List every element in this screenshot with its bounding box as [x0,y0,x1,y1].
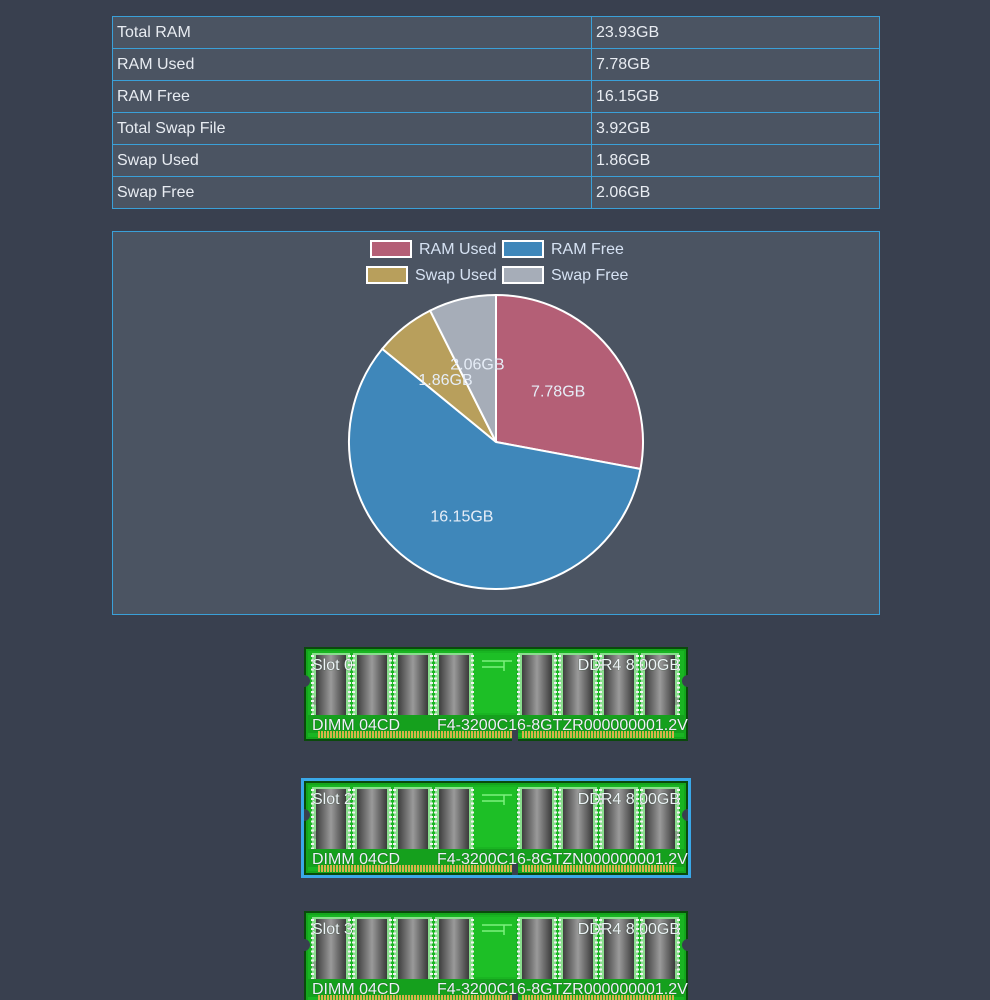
module-type-size: DDR4 8.00GB [577,921,680,938]
legend-swatch[interactable] [502,266,544,284]
ram-stick-graphic [304,647,688,741]
legend-label[interactable]: Swap Used [415,267,497,284]
module-form-factor: DIMM 04CD [312,717,401,734]
table-row: RAM Free 16.15GB [112,80,880,113]
pie-slice[interactable] [348,347,642,590]
pie-slice-label: 1.86GB [418,372,472,389]
memory-pie-chart-panel: RAM Used RAM Free Swap Used Swap Free 7.78G… [112,231,880,615]
pie-slice-label: 7.78GB [531,383,585,400]
table-row: Total RAM 23.93GB [112,16,880,49]
pie-slice-label: 16.15GB [430,508,493,525]
module-form-factor: DIMM 04CD [312,851,401,868]
ram-stick-graphic [304,781,688,875]
module-part-number: F4-3200C16-8GTZR000000001.2V [437,717,688,734]
table-row: Swap Free 2.06GB [112,176,880,209]
legend-swatch[interactable] [366,266,408,284]
legend-label[interactable]: RAM Free [551,241,624,258]
ram-module-0[interactable]: Slot 0 DDR4 8.00GB DIMM 04CD F4-3200C16-8GT… [304,647,688,741]
module-type-size: DDR4 8.00GB [577,657,680,674]
memory-pie-chart: RAM Used RAM Free Swap Used Swap Free 7.78G… [348,240,644,590]
module-part-number: F4-3200C16-8GTZR000000001.2V [437,981,688,998]
module-form-factor: DIMM 04CD [312,981,401,998]
legend-label[interactable]: Swap Free [551,267,628,284]
row-value: 1.86GB [591,144,880,177]
pie-slices [348,293,644,590]
legend-swatch[interactable] [370,240,412,258]
legend-swatch[interactable] [502,240,544,258]
chart-legend: RAM Used RAM Free Swap Used Swap Free [366,240,628,284]
pie-slice[interactable] [495,293,644,471]
legend-label[interactable]: RAM Used [419,241,496,258]
row-value: 16.15GB [591,80,880,113]
row-label: Total Swap File [112,112,592,145]
row-label: RAM Free [112,80,592,113]
row-label: Swap Free [112,176,592,209]
module-slot-label: Slot 2 [312,791,353,808]
pie-slice[interactable] [428,293,497,443]
row-value: 3.92GB [591,112,880,145]
table-row: Total Swap File 3.92GB [112,112,880,145]
ram-stick-graphic [304,911,688,1000]
module-type-size: DDR4 8.00GB [577,791,680,808]
table-row: Swap Used 1.86GB [112,144,880,177]
table-row: RAM Used 7.78GB [112,48,880,81]
ram-module-2[interactable]: Slot 3 DDR4 8.00GB DIMM 04CD F4-3200C16-8GT… [304,911,688,1000]
module-slot-label: Slot 3 [312,921,353,938]
ram-module-1[interactable]: Slot 2 DDR4 8.00GB DIMM 04CD F4-3200C16-8GT… [301,778,691,878]
module-part-number: F4-3200C16-8GTZN000000001.2V [437,851,688,868]
pie-slice-label: 2.06GB [450,356,504,373]
module-slot-label: Slot 0 [312,657,353,674]
row-value: 7.78GB [591,48,880,81]
row-value: 23.93GB [591,16,880,49]
row-label: RAM Used [112,48,592,81]
memory-summary-table: Total RAM 23.93GB RAM Used 7.78GB RAM Fr… [112,16,880,209]
row-value: 2.06GB [591,176,880,209]
row-label: Total RAM [112,16,592,49]
row-label: Swap Used [112,144,592,177]
